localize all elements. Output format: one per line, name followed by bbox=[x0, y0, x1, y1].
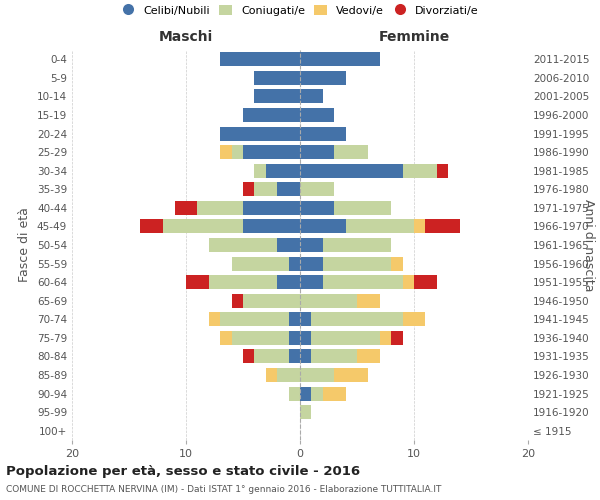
Bar bbox=[437, 164, 448, 177]
Bar bbox=[266, 368, 277, 382]
Bar bbox=[232, 145, 243, 159]
Bar bbox=[243, 220, 300, 234]
Bar bbox=[289, 331, 300, 345]
Bar bbox=[323, 238, 391, 252]
Bar bbox=[163, 220, 243, 234]
Bar bbox=[232, 294, 243, 308]
Bar bbox=[425, 220, 460, 234]
Bar bbox=[300, 312, 311, 326]
Bar bbox=[243, 108, 300, 122]
Bar bbox=[243, 145, 300, 159]
Bar bbox=[300, 238, 323, 252]
Bar bbox=[346, 220, 414, 234]
Bar bbox=[300, 331, 311, 345]
Bar bbox=[300, 52, 380, 66]
Bar bbox=[209, 312, 220, 326]
Bar bbox=[197, 201, 243, 215]
Bar bbox=[289, 312, 300, 326]
Bar bbox=[220, 126, 300, 140]
Bar bbox=[277, 182, 300, 196]
Bar bbox=[380, 331, 391, 345]
Bar bbox=[300, 405, 311, 419]
Bar bbox=[254, 350, 289, 364]
Bar bbox=[300, 71, 346, 85]
Bar bbox=[243, 350, 254, 364]
Bar bbox=[254, 90, 300, 104]
Bar bbox=[300, 201, 334, 215]
Bar bbox=[357, 350, 380, 364]
Y-axis label: Anni di nascita: Anni di nascita bbox=[582, 198, 595, 291]
Bar bbox=[403, 312, 425, 326]
Bar bbox=[220, 331, 232, 345]
Bar bbox=[300, 145, 334, 159]
Bar bbox=[220, 52, 300, 66]
Bar bbox=[277, 238, 300, 252]
Bar bbox=[289, 386, 300, 400]
Bar bbox=[243, 294, 300, 308]
Bar bbox=[300, 220, 346, 234]
Bar bbox=[186, 275, 209, 289]
Bar bbox=[243, 182, 254, 196]
Bar bbox=[311, 350, 357, 364]
Bar bbox=[334, 145, 368, 159]
Bar bbox=[209, 238, 277, 252]
Bar bbox=[403, 275, 414, 289]
Bar bbox=[334, 201, 391, 215]
Bar bbox=[391, 256, 403, 270]
Bar bbox=[300, 386, 311, 400]
Bar bbox=[391, 331, 403, 345]
Bar bbox=[300, 164, 403, 177]
Bar bbox=[414, 275, 437, 289]
Bar bbox=[323, 256, 391, 270]
Bar bbox=[289, 350, 300, 364]
Bar bbox=[232, 331, 289, 345]
Bar bbox=[403, 164, 437, 177]
Bar bbox=[209, 275, 277, 289]
Bar bbox=[300, 294, 357, 308]
Bar bbox=[266, 164, 300, 177]
Bar bbox=[414, 220, 425, 234]
Bar bbox=[232, 256, 289, 270]
Bar bbox=[323, 275, 403, 289]
Bar bbox=[300, 350, 311, 364]
Bar bbox=[300, 275, 323, 289]
Bar bbox=[277, 275, 300, 289]
Bar bbox=[300, 256, 323, 270]
Bar bbox=[277, 368, 300, 382]
Legend: Celibi/Nubili, Coniugati/e, Vedovi/e, Divorziati/e: Celibi/Nubili, Coniugati/e, Vedovi/e, Di… bbox=[121, 5, 479, 15]
Bar bbox=[300, 90, 323, 104]
Text: Popolazione per età, sesso e stato civile - 2016: Popolazione per età, sesso e stato civil… bbox=[6, 465, 360, 478]
Bar bbox=[254, 71, 300, 85]
Bar bbox=[254, 182, 277, 196]
Bar bbox=[140, 220, 163, 234]
Bar bbox=[220, 145, 232, 159]
Y-axis label: Fasce di età: Fasce di età bbox=[19, 208, 31, 282]
Bar bbox=[357, 294, 380, 308]
Bar bbox=[311, 312, 403, 326]
Bar bbox=[311, 386, 323, 400]
Bar bbox=[311, 331, 380, 345]
Text: Femmine: Femmine bbox=[379, 30, 449, 44]
Text: Maschi: Maschi bbox=[159, 30, 213, 44]
Bar bbox=[220, 312, 289, 326]
Bar bbox=[254, 164, 266, 177]
Bar bbox=[334, 368, 368, 382]
Bar bbox=[175, 201, 197, 215]
Bar bbox=[243, 201, 300, 215]
Bar bbox=[300, 368, 334, 382]
Bar bbox=[300, 182, 334, 196]
Bar bbox=[323, 386, 346, 400]
Bar bbox=[300, 126, 346, 140]
Text: COMUNE DI ROCCHETTA NERVINA (IM) - Dati ISTAT 1° gennaio 2016 - Elaborazione TUT: COMUNE DI ROCCHETTA NERVINA (IM) - Dati … bbox=[6, 485, 442, 494]
Bar bbox=[300, 108, 334, 122]
Bar bbox=[289, 256, 300, 270]
